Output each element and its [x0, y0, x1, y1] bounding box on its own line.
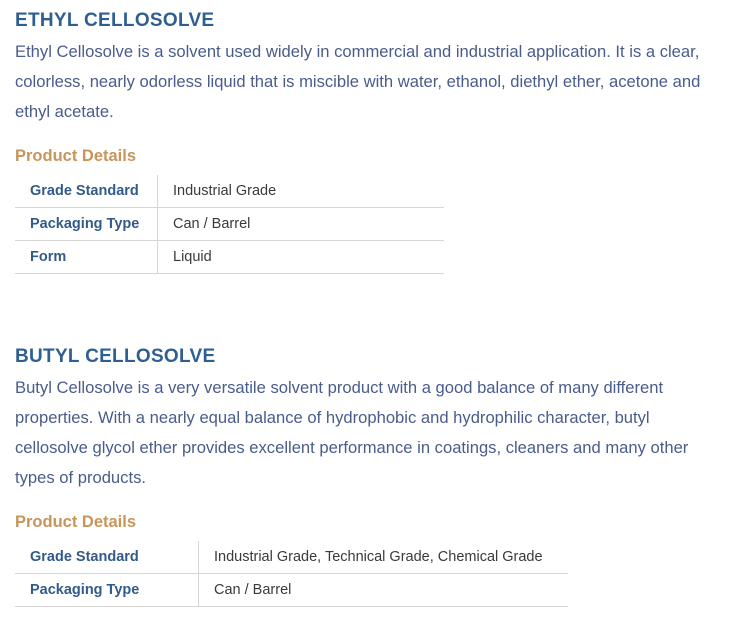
product-title: ETHYL CELLOSOLVE [15, 10, 215, 31]
product-ethyl-cellosolve: ETHYL CELLOSOLVE Ethyl Cellosolve is a s… [15, 9, 727, 274]
detail-label: Form [15, 240, 158, 274]
product-butyl-cellosolve: BUTYL CELLOSOLVE Butyl Cellosolve is a v… [15, 345, 727, 607]
table-row: Form Liquid [15, 240, 444, 274]
details-table: Grade Standard Industrial Grade Packaging… [15, 175, 444, 274]
product-description: Ethyl Cellosolve is a solvent used widel… [15, 42, 701, 121]
table-row: Packaging Type Can / Barrel [15, 207, 444, 241]
table-row: Grade Standard Industrial Grade, Technica… [15, 541, 568, 574]
product-title: BUTYL CELLOSOLVE [15, 346, 216, 367]
detail-label: Packaging Type [15, 573, 199, 607]
table-row: Grade Standard Industrial Grade [15, 175, 444, 208]
product-description: Butyl Cellosolve is a very versatile sol… [15, 378, 689, 487]
detail-value: Can / Barrel [157, 207, 444, 241]
detail-value: Industrial Grade [157, 175, 444, 208]
detail-label: Grade Standard [15, 175, 158, 208]
detail-label: Packaging Type [15, 207, 158, 241]
detail-value: Liquid [157, 240, 444, 274]
detail-value: Can / Barrel [198, 573, 568, 607]
table-row: Packaging Type Can / Barrel [15, 573, 568, 607]
details-heading: Product Details [15, 513, 137, 531]
details-table: Grade Standard Industrial Grade, Technica… [15, 541, 568, 607]
detail-label: Grade Standard [15, 541, 199, 574]
details-heading: Product Details [15, 147, 137, 165]
detail-value: Industrial Grade, Technical Grade, Chemi… [198, 541, 568, 574]
